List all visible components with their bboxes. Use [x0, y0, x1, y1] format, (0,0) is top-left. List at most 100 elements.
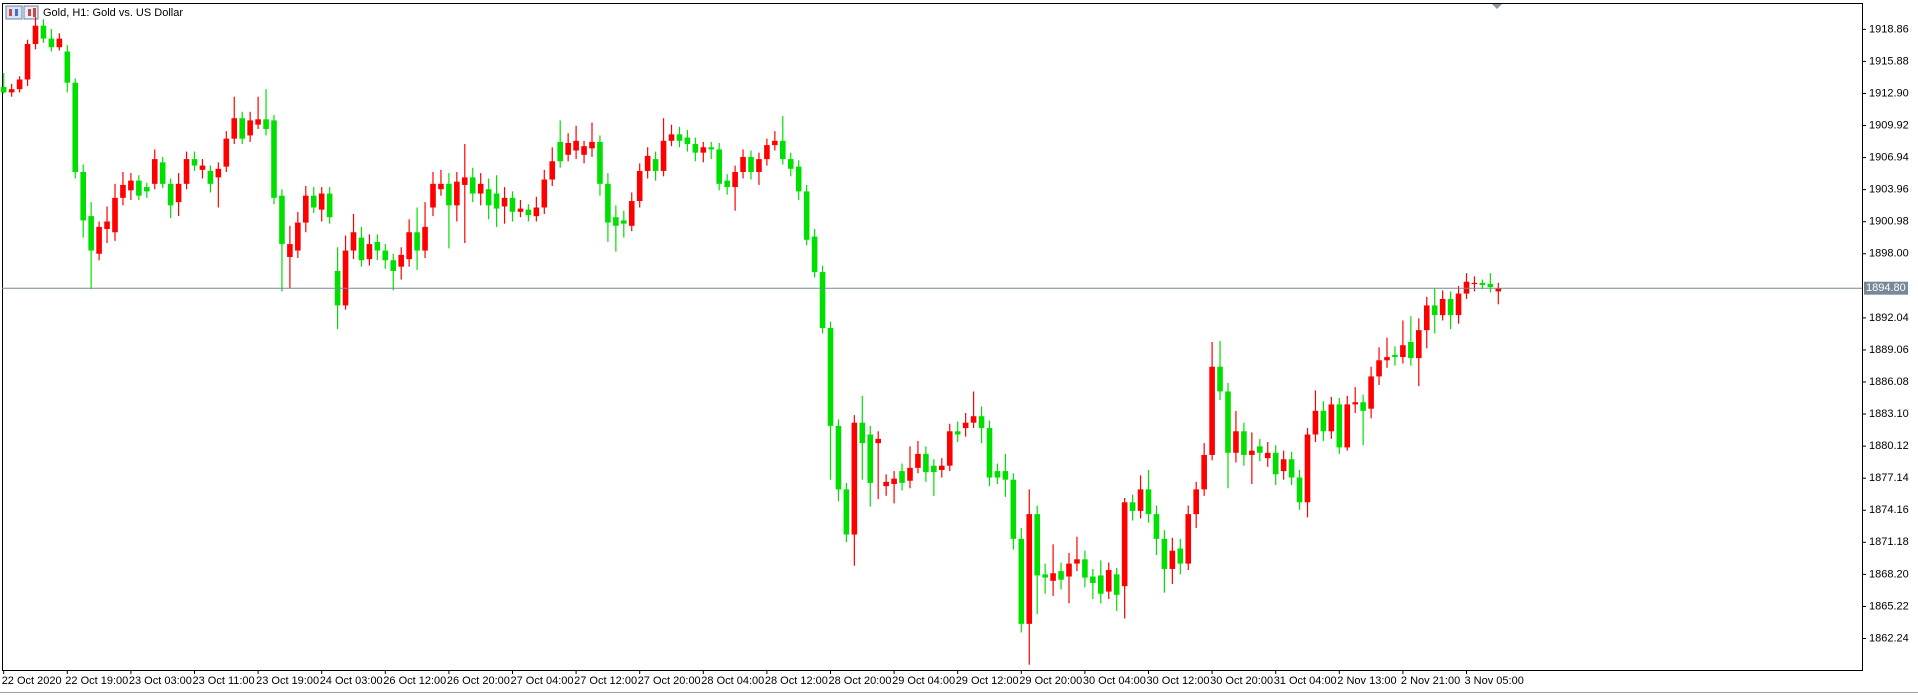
- candle-body: [96, 226, 102, 254]
- candle-body: [207, 170, 214, 184]
- candle-body: [525, 209, 532, 216]
- candle-body: [1217, 366, 1223, 392]
- candle-body: [104, 221, 110, 230]
- candle-body: [1177, 548, 1184, 564]
- candle-body: [112, 197, 118, 233]
- candle-body: [644, 155, 651, 171]
- candle-body: [1225, 391, 1231, 453]
- candle-body: [923, 453, 929, 473]
- candle-body: [1479, 282, 1486, 285]
- candle-body: [1463, 281, 1470, 294]
- candle-body: [1201, 454, 1207, 490]
- y-tick-label: 1898.00: [1869, 248, 1909, 260]
- candle-body: [1066, 563, 1072, 577]
- candle-body: [247, 120, 253, 136]
- candle-body: [827, 328, 834, 426]
- candle-body: [1241, 431, 1247, 455]
- candle-body: [613, 217, 619, 226]
- candle-body: [565, 142, 571, 155]
- x-tick-label: 27 Oct 20:00: [638, 675, 701, 687]
- candle-body: [875, 438, 881, 444]
- candle-body: [1280, 459, 1287, 472]
- candle-body: [1153, 514, 1160, 539]
- candle-body: [1082, 559, 1088, 578]
- candle-body: [772, 140, 778, 146]
- candle-body: [350, 232, 357, 251]
- y-tick-label: 1883.10: [1869, 408, 1909, 420]
- candle-body: [1328, 404, 1335, 432]
- candle-body: [1447, 298, 1454, 316]
- x-tick-label: 29 Oct 04:00: [892, 675, 955, 687]
- candle-body: [279, 195, 285, 245]
- y-tick-label: 1865.22: [1869, 600, 1909, 612]
- candle-body: [621, 220, 627, 224]
- candle-body: [1257, 446, 1263, 453]
- candle-body: [851, 422, 858, 535]
- candle-body: [581, 146, 587, 155]
- candle-body: [700, 147, 707, 153]
- candle-body: [946, 431, 953, 466]
- y-tick-label: 1900.98: [1869, 216, 1909, 228]
- candle-body: [199, 165, 206, 170]
- candle-body: [1233, 431, 1239, 453]
- x-tick-label: 2 Nov 13:00: [1337, 675, 1396, 687]
- x-tick-label: 31 Oct 04:00: [1274, 675, 1337, 687]
- x-tick-label: 3 Nov 05:00: [1465, 675, 1524, 687]
- candle-body: [1264, 452, 1271, 459]
- x-tick-label: 23 Oct 19:00: [256, 675, 319, 687]
- y-tick-label: 1862.24: [1869, 632, 1909, 644]
- candle-body: [986, 428, 993, 478]
- candle-body: [1113, 574, 1120, 595]
- candle-body: [48, 38, 55, 48]
- candle-body: [915, 453, 921, 468]
- candle-body: [310, 195, 317, 208]
- y-tick-label: 1906.94: [1869, 151, 1909, 163]
- candle-body: [803, 191, 810, 240]
- candle-body: [358, 237, 365, 261]
- x-tick-label: 23 Oct 11:00: [193, 675, 255, 687]
- candle-body: [660, 140, 667, 171]
- y-tick-label: 1918.86: [1869, 23, 1909, 35]
- candle-body: [867, 434, 874, 483]
- candle-body: [454, 181, 460, 206]
- y-tick-label: 1903.96: [1869, 184, 1909, 196]
- candle-body: [859, 422, 866, 444]
- candle-body: [740, 156, 746, 173]
- candle-body: [493, 193, 500, 209]
- candle-body: [271, 120, 277, 198]
- candle-body: [1376, 360, 1382, 377]
- x-tick-label: 22 Oct 19:00: [65, 675, 128, 687]
- x-tick-label: 30 Oct 20:00: [1210, 675, 1273, 687]
- candle-body: [414, 232, 420, 251]
- candle-body: [1304, 434, 1311, 503]
- candle-body: [72, 82, 79, 173]
- candle-body: [88, 216, 94, 251]
- candle-body: [462, 177, 468, 185]
- candle-body: [469, 177, 476, 194]
- candle-body: [1018, 538, 1025, 624]
- x-tick-label: 22 Oct 2020: [2, 675, 62, 687]
- candle-body: [1392, 354, 1398, 358]
- candle-body: [780, 140, 786, 160]
- candle-body: [605, 183, 611, 223]
- candle-body: [962, 422, 969, 429]
- candle-body: [1344, 404, 1351, 448]
- candle-body: [477, 183, 484, 194]
- candle-body: [1129, 502, 1136, 511]
- candle-body: [597, 141, 603, 184]
- candle-body: [1487, 283, 1494, 288]
- x-tick-label: 2 Nov 21:00: [1401, 675, 1460, 687]
- candle-body: [438, 183, 444, 190]
- candle-body: [0, 87, 7, 93]
- candle-body: [1431, 305, 1438, 316]
- candle-body: [676, 134, 683, 141]
- candle-body: [708, 147, 715, 150]
- candle-body: [239, 118, 245, 139]
- candle-body: [1034, 514, 1040, 576]
- candle-body: [1352, 402, 1358, 405]
- candle-body: [835, 425, 842, 490]
- candle-body: [692, 144, 699, 153]
- shift-marker: [1492, 4, 1502, 9]
- candle-body: [1455, 293, 1462, 316]
- candle-body: [1495, 288, 1502, 292]
